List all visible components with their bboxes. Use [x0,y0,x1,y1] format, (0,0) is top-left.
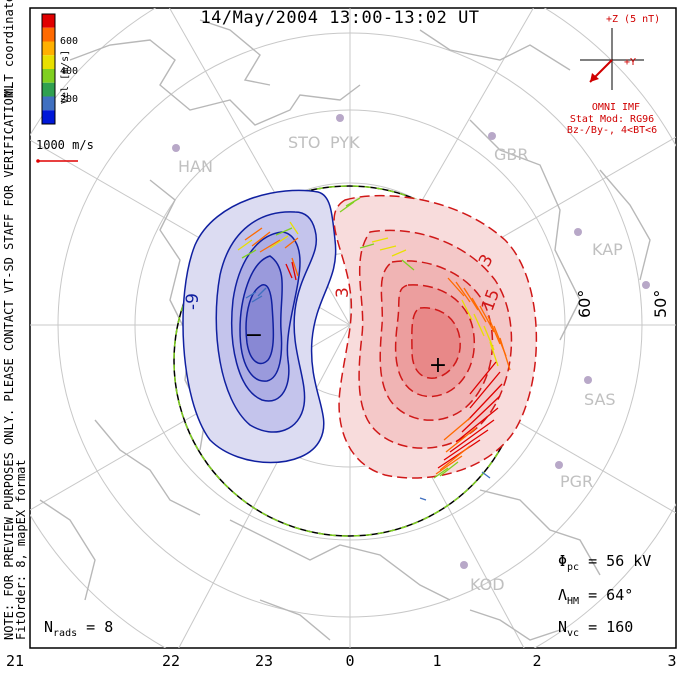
colorbar-tick: 200 [60,94,79,105]
positive-convection-cell [333,194,538,479]
coordinate-label: MLT coordinates [2,0,16,96]
imf-condition: Bz-/By-, 4<BT<6 [566,125,658,136]
mlt-label: 22 [161,652,181,670]
station-label: KOD [470,575,505,594]
n-rads-value: 8 [104,618,114,636]
hm-latitude: ΛHM = 64° [558,586,634,607]
mlt-label: 3 [667,652,677,670]
map-title: 14/May/2004 13:00-13:02 UT [200,8,480,28]
contour-label: -9 [183,293,203,310]
imf-z-label: +Z (5 nT) [606,14,661,25]
colorbar-swatch [42,96,55,111]
station-label: PGR [560,472,593,491]
imf-y-label: +Y [624,57,637,68]
imf-model: Stat Mod: RG96 [569,114,655,125]
station-label: SAS [584,390,616,409]
station-label: KAP [592,240,623,259]
station-label: HAN [178,157,213,176]
contour-label: 3 [333,287,353,298]
n-vc-value: 160 [606,618,634,636]
colorbar-tick: 600 [60,36,79,47]
latitude-label-50: 50° [651,290,670,318]
colorbar-swatch [42,82,55,97]
velocity-scale-label: 1000 m/s [36,138,94,152]
coastlines [39,19,651,641]
imf-dial [580,28,644,90]
negative-convection-cell [182,189,337,464]
colorbar-swatch [42,110,55,124]
lambda-hm-value: 64° [606,586,634,604]
colorbar-swatch [42,55,55,69]
station-markers [172,114,650,569]
colorbar-swatch [42,14,55,28]
mlt-label: 2 [532,652,542,670]
colorbar-swatch [42,41,55,56]
imf-source: OMNI IMF [591,102,641,113]
mlt-label: 21 [5,652,25,670]
fit-order-label: FitOrder: 8, mapEX format [14,459,28,640]
potential-min-marker: − [245,323,263,348]
mlt-label: 0 [345,652,355,670]
station-label: STO [288,133,321,152]
potential-max-marker: + [429,353,447,378]
radar-count: Nrads = 8 [44,618,114,639]
station-label: PYK [330,133,360,152]
phi-pc-value: 56 kV [606,552,652,570]
colorbar-outline [41,13,56,125]
colorbar-tick: 400 [60,66,79,77]
velocity-vectors [237,197,511,501]
vector-count: Nvc = 160 [558,618,634,639]
station-label: GBR [494,145,529,164]
mlt-label: 1 [432,652,442,670]
cross-polar-potential: Φpc = 56 kV [558,552,652,573]
velocity-colorbar [41,13,56,125]
latitude-label-60: 60° [575,290,594,318]
colorbar-swatch [42,69,55,83]
colorbar-swatch [42,27,55,42]
mlt-label: 23 [254,652,274,670]
